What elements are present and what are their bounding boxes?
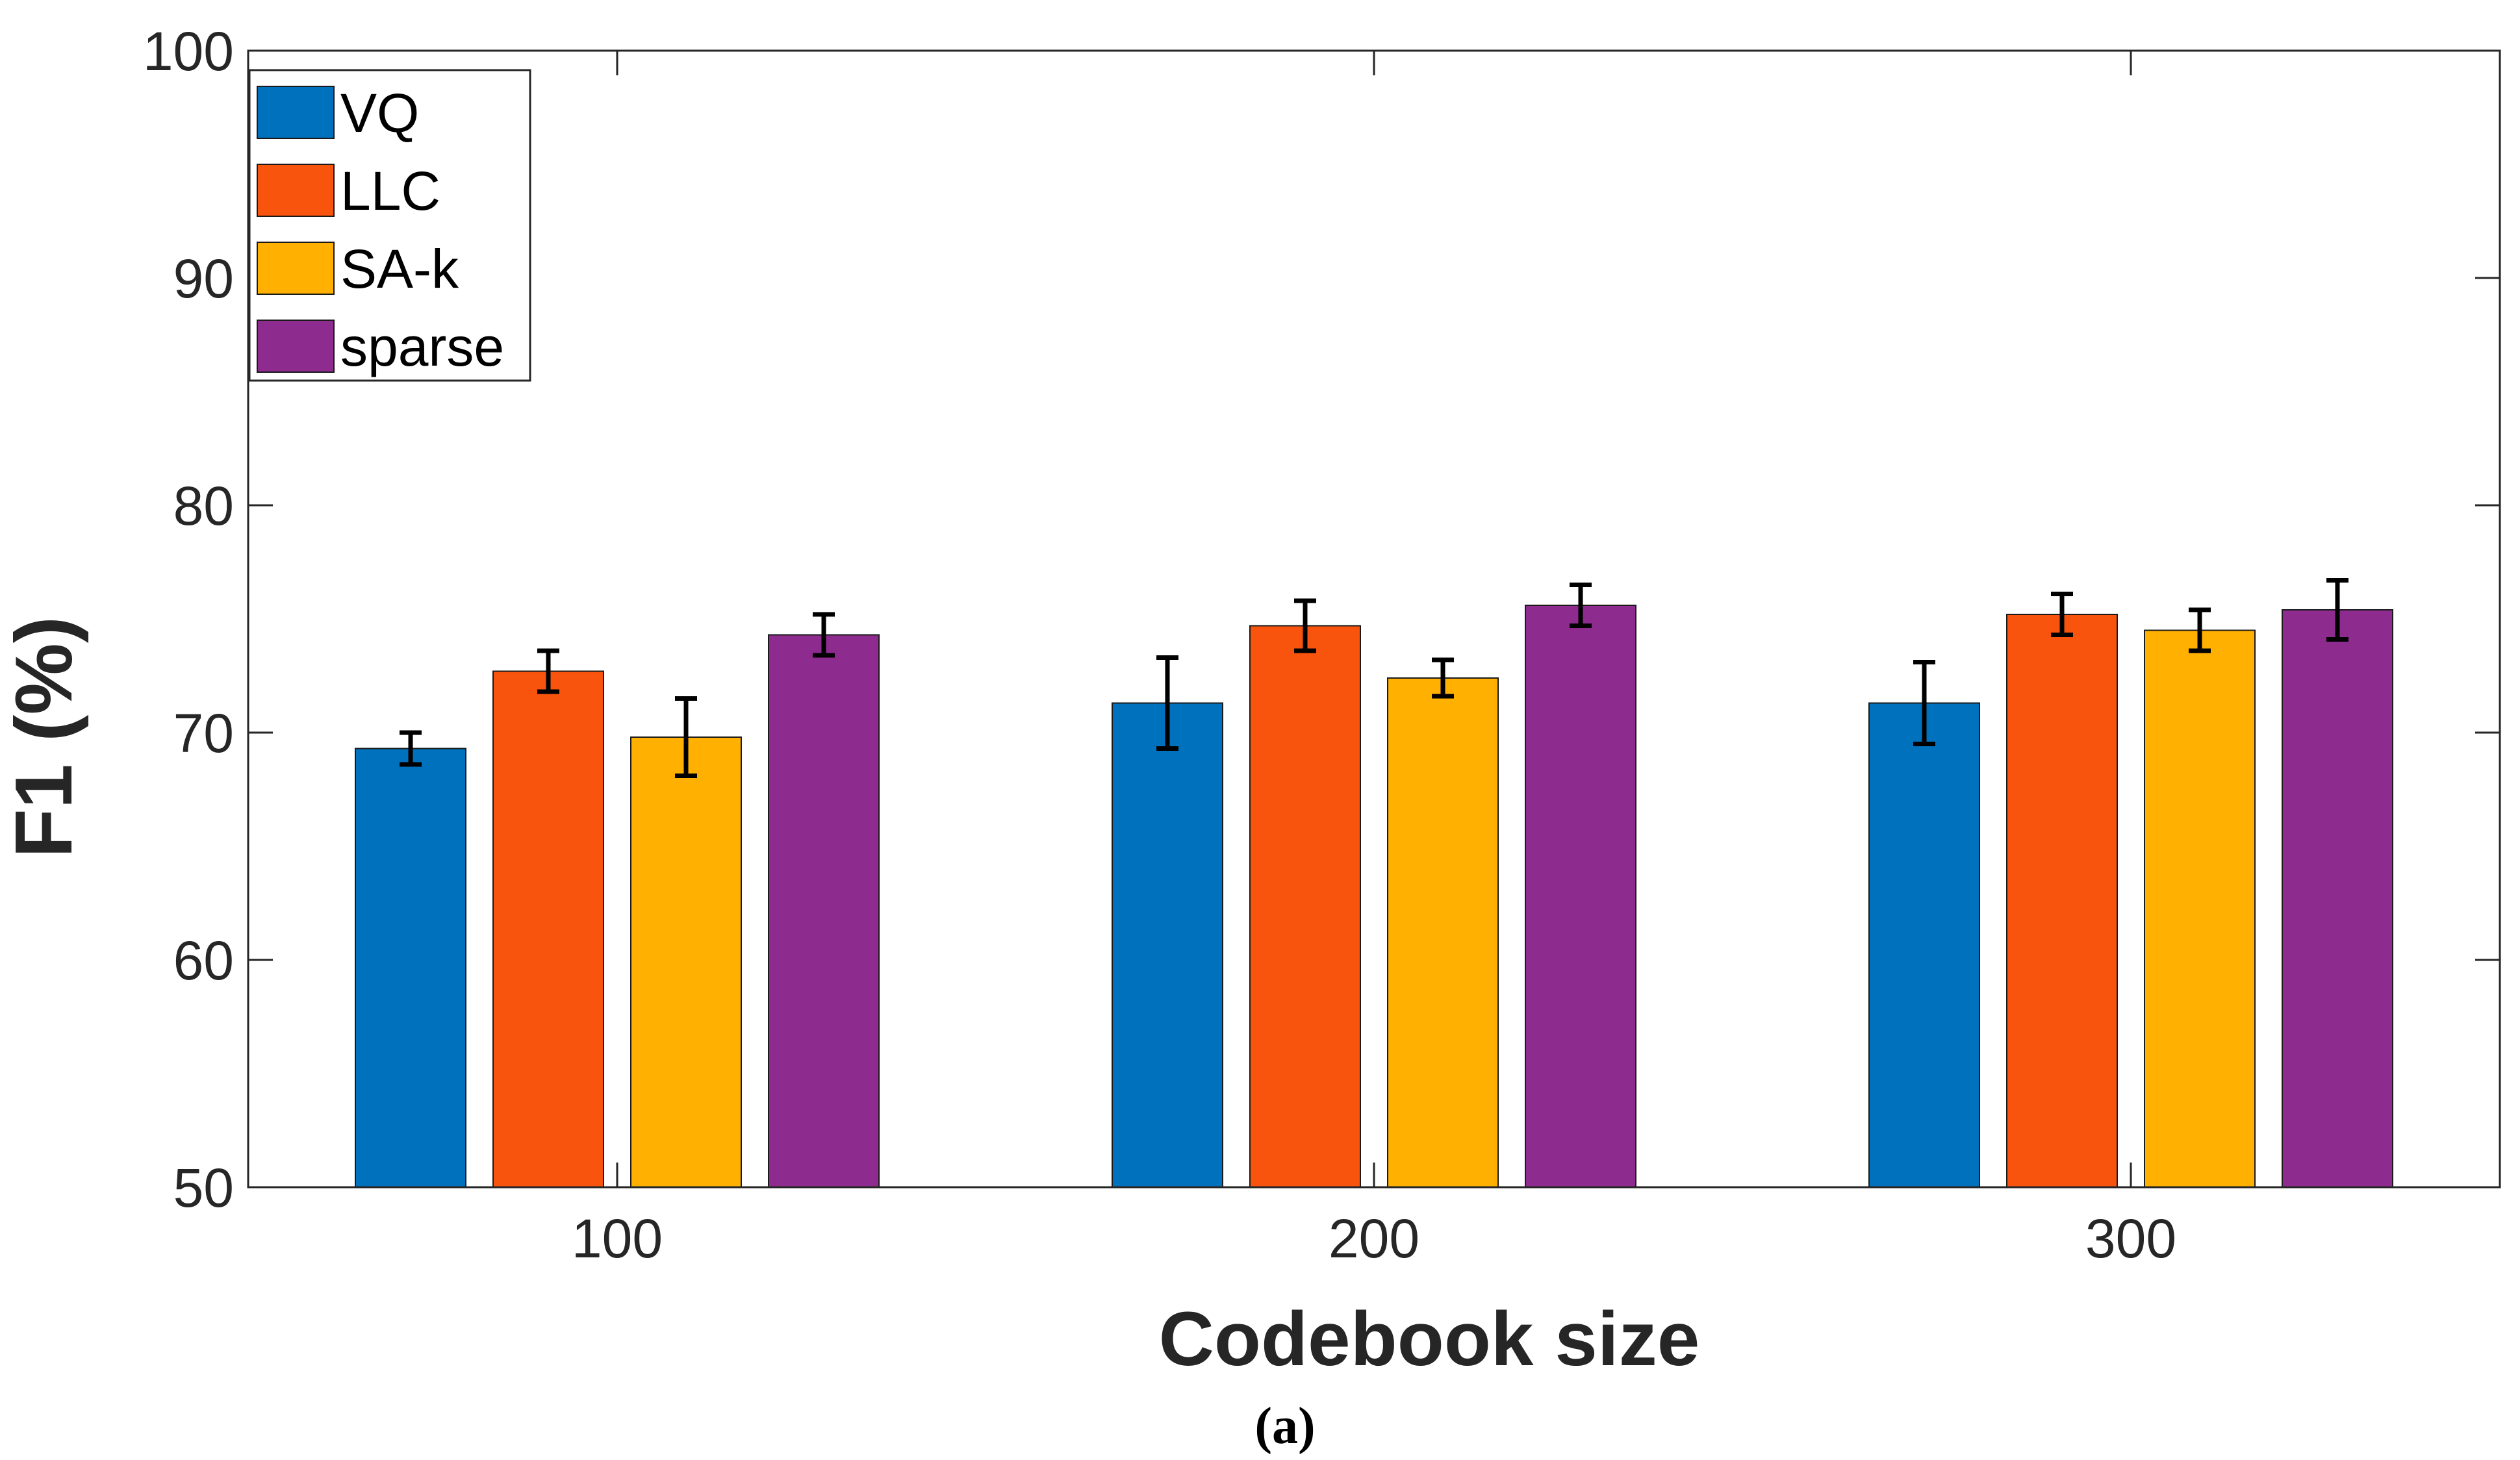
y-tick-label: 50: [173, 1157, 234, 1218]
y-axis-ticks: 50 60 70 80 90 100: [143, 21, 2500, 1218]
legend-label-vq: VQ: [340, 82, 419, 144]
bar-llc: [2006, 614, 2118, 1188]
bar-sa-k: [2144, 629, 2256, 1188]
legend-label-sparse: sparse: [340, 316, 504, 377]
bar-vq: [355, 748, 466, 1188]
figure-caption: (a): [1254, 1398, 1315, 1455]
x-axis-title: Codebook size: [1159, 1296, 1700, 1382]
y-tick-label: 60: [173, 930, 234, 991]
bar-sparse: [768, 634, 880, 1188]
y-tick-label: 100: [143, 21, 234, 82]
y-axis-title: F1 (%): [0, 616, 89, 858]
bar-sa-k: [630, 736, 742, 1188]
x-tick-label: 100: [572, 1208, 663, 1269]
legend-swatch-llc: [257, 164, 335, 217]
y-tick-label: 90: [173, 248, 234, 309]
y-tick-label: 70: [173, 703, 234, 764]
x-tick-label: 200: [1329, 1208, 1419, 1269]
bars-layer: [355, 605, 2393, 1188]
legend-swatch-vq: [257, 86, 335, 139]
bar-llc: [492, 670, 604, 1188]
bar-sparse: [1525, 605, 1636, 1188]
bar-llc: [1249, 625, 1361, 1188]
bar-sparse: [2282, 609, 2393, 1188]
legend-label-sa-k: SA-k: [340, 238, 459, 299]
legend: VQ LLC SA-k sparse: [248, 69, 531, 382]
legend-swatch-sparse: [257, 320, 335, 373]
legend-swatch-sa-k: [257, 242, 335, 295]
bar-sa-k: [1387, 677, 1499, 1188]
bar-vq: [1112, 702, 1223, 1188]
x-axis-ticks: 100 200 300: [572, 51, 2176, 1269]
x-tick-label: 300: [2085, 1208, 2176, 1269]
y-tick-label: 80: [173, 475, 234, 536]
error-bars-layer: [400, 578, 2348, 778]
bar-vq: [1868, 702, 1980, 1188]
legend-label-llc: LLC: [340, 160, 440, 221]
